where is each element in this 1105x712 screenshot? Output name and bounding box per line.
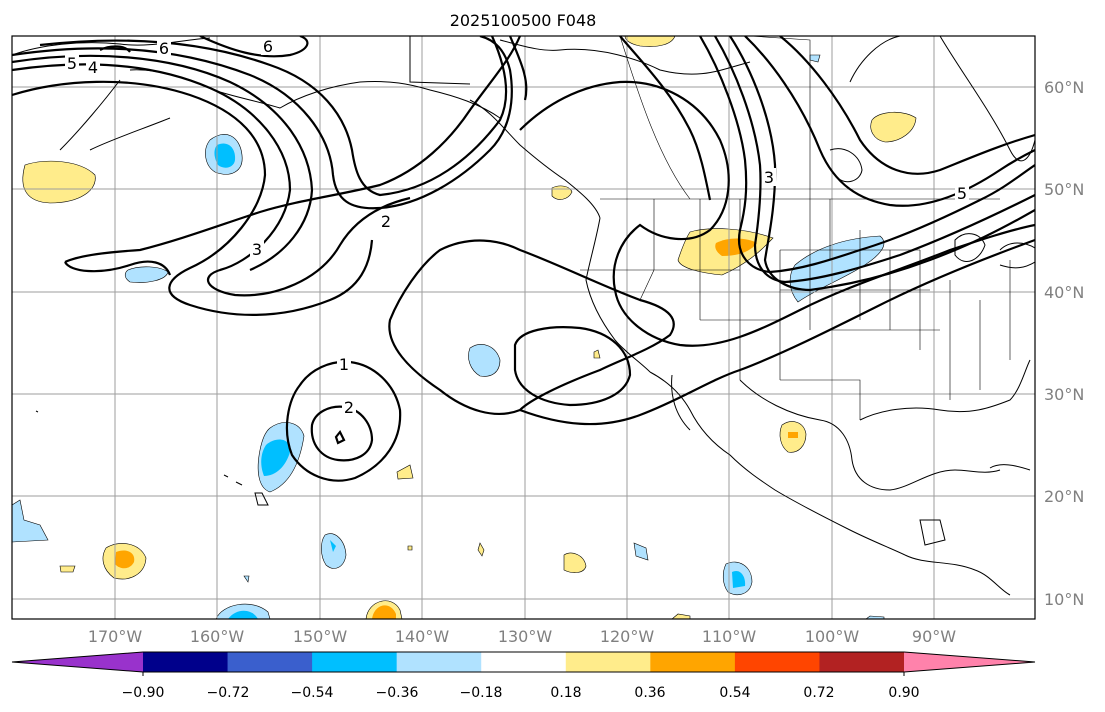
colorbar-segment: [734, 652, 820, 672]
lon-label: 140°W: [395, 627, 450, 646]
anomaly-blue-region: [12, 499, 49, 543]
anomaly-blue-core: [261, 439, 291, 476]
contour-label: 2: [381, 212, 391, 231]
contour-label: 5: [957, 184, 967, 203]
colorbar-segment: [143, 652, 229, 672]
colorbar-tick-label: −0.72: [207, 685, 250, 701]
colorbar-segment: [565, 652, 651, 672]
lat-label: 10°N: [1044, 590, 1084, 609]
contour-label: 5: [67, 54, 77, 73]
anomaly-yellow-region: [593, 349, 601, 359]
lon-label: 150°W: [293, 627, 348, 646]
anomaly-orange-core: [115, 550, 135, 569]
anomaly-orange-core: [715, 238, 757, 256]
contour-label-group: 6 6 5 4 5 3 3 2 1 2: [65, 37, 969, 417]
lon-label: 170°W: [88, 627, 143, 646]
colorbar: [11, 651, 1036, 676]
contour-label: 2: [344, 398, 354, 417]
colorbar-segment: [819, 652, 905, 672]
colorbar-tick-label: 0.54: [719, 685, 750, 701]
colorbar-tick-label: 0.18: [550, 685, 581, 701]
coastlines: [12, 36, 1035, 596]
contour-label: 6: [159, 39, 169, 58]
colorbar-segment: [12, 652, 143, 672]
shaded-anomalies: [12, 36, 917, 619]
lon-label: 160°W: [190, 627, 245, 646]
colorbar-tick-label: −0.90: [122, 685, 165, 701]
contour-label: 1: [339, 355, 349, 374]
anomaly-blue-region: [321, 533, 347, 569]
colorbar-segment: [227, 652, 313, 672]
map-area: 6 6 5 4 5 3 3 2 1 2: [12, 36, 1035, 619]
contour-label: 4: [88, 58, 98, 77]
contour-label: 3: [252, 240, 262, 259]
anomaly-yellow-region: [396, 464, 414, 480]
state-borders: [580, 36, 1011, 420]
colorbar-segment: [481, 652, 567, 672]
anomaly-blue-region: [468, 344, 501, 377]
colorbar-tick-label: 0.90: [888, 685, 919, 701]
contour-label: 6: [263, 37, 273, 56]
colorbar-tick-label: 0.72: [803, 685, 834, 701]
anomaly-blue-core: [214, 143, 236, 168]
lon-label: 130°W: [498, 627, 553, 646]
colorbar-tick-label: −0.36: [376, 685, 419, 701]
lat-label: 60°N: [1044, 78, 1084, 97]
map-title: 2025100500 F048: [450, 11, 597, 30]
colorbar-segment: [904, 652, 1035, 672]
map-border: [11, 35, 1036, 620]
colorbar-tick-label: 0.36: [634, 685, 665, 701]
anomaly-yellow-region: [22, 160, 96, 204]
colorbar-tick-label: −0.54: [291, 685, 334, 701]
lon-label: 110°W: [702, 627, 757, 646]
anomaly-blue-region: [124, 266, 169, 283]
latitude-labels: 60°N 50°N 40°N 30°N 20°N 10°N: [1044, 78, 1084, 609]
colorbar-ticks: −0.90 −0.72 −0.54 −0.36 −0.18 0.18 0.36 …: [122, 685, 920, 701]
lon-label: 100°W: [805, 627, 860, 646]
colorbar-tick-label: −0.18: [460, 685, 503, 701]
lat-label: 30°N: [1044, 385, 1084, 404]
anomaly-yellow-region: [870, 111, 917, 143]
lat-label: 40°N: [1044, 283, 1084, 302]
lon-label: 120°W: [600, 627, 655, 646]
longitude-labels: 170°W 160°W 150°W 140°W 130°W 120°W 110°…: [88, 627, 956, 646]
colorbar-segment: [312, 652, 398, 672]
lat-label: 20°N: [1044, 487, 1084, 506]
contour-label: 3: [764, 168, 774, 187]
colorbar-segment: [396, 652, 482, 672]
lon-label: 90°W: [912, 627, 956, 646]
lat-label: 50°N: [1044, 180, 1084, 199]
colorbar-segment: [650, 652, 736, 672]
